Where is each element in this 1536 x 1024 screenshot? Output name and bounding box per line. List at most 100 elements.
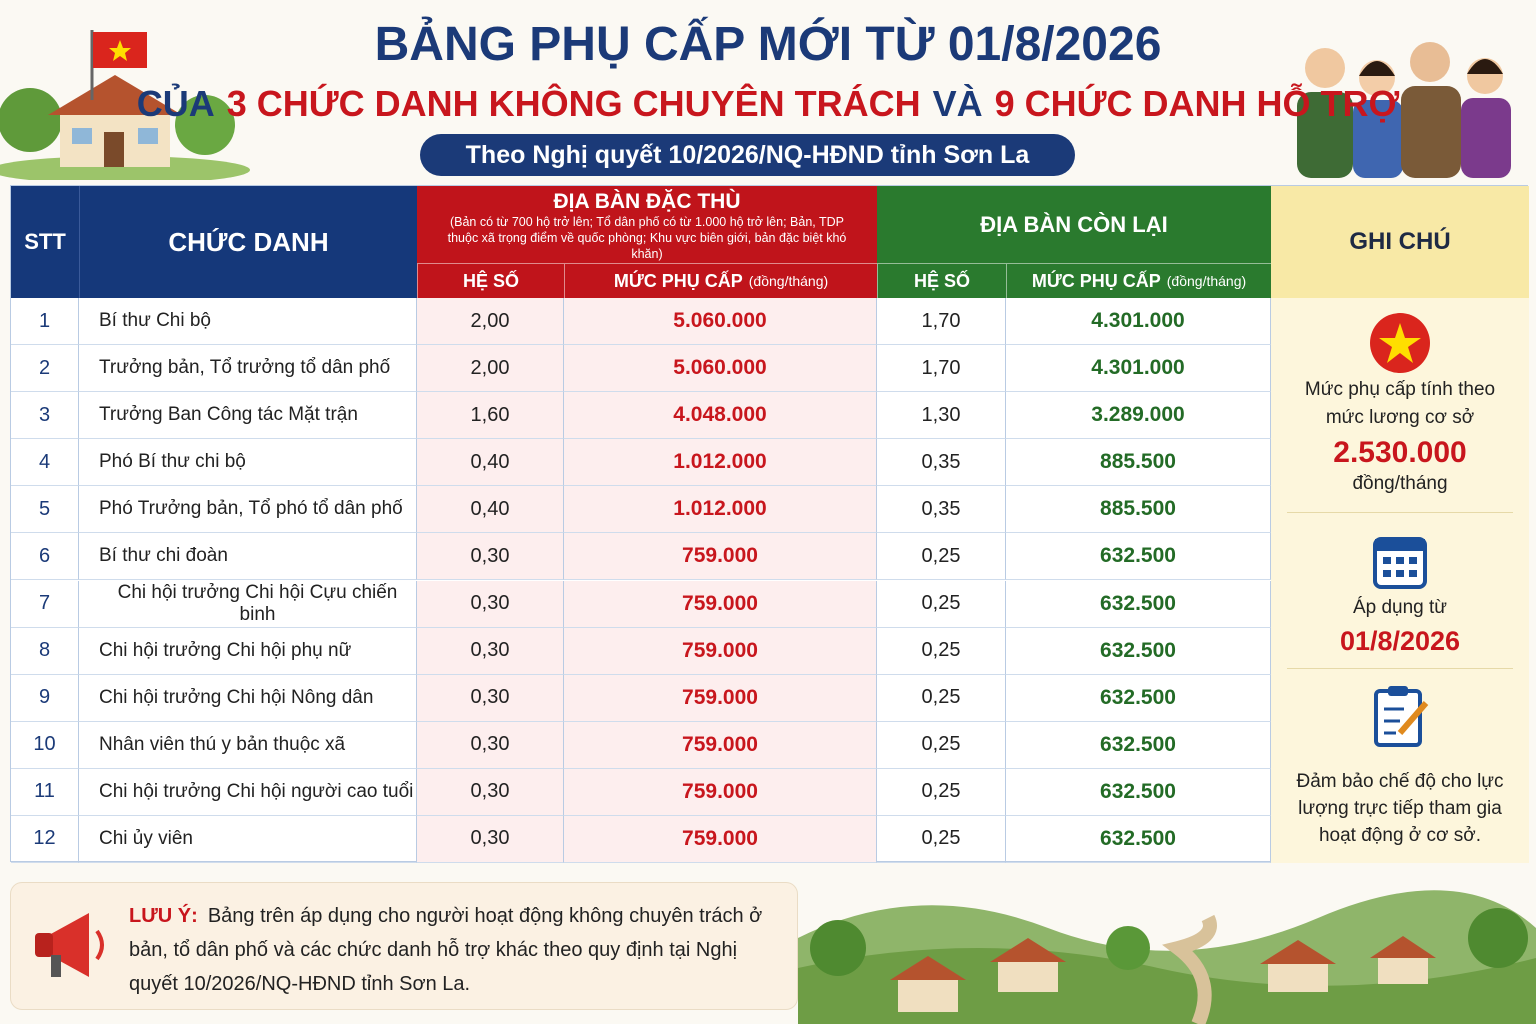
special-amount: 759.000: [564, 768, 877, 816]
special-title: ĐỊA BÀN ĐẶC THÙ: [553, 190, 741, 213]
base-value: 2.530.000: [1333, 436, 1467, 469]
amount-unit: (đồng/tháng): [748, 273, 829, 289]
special-coef: 0,30: [417, 721, 564, 769]
amount-header: MỨC PHỤ CẤP (đồng/tháng): [564, 263, 877, 298]
subtitle-part: 9 CHỨC DANH HỖ TRỢ: [994, 83, 1400, 124]
divider: [1287, 512, 1513, 513]
stt: 2: [11, 345, 79, 393]
effective-date: 01/8/2026: [1339, 625, 1461, 656]
other-coef: 0,35: [877, 439, 1006, 487]
footer-label: LƯU Ý:: [129, 905, 198, 927]
special-amount: 759.000: [564, 627, 877, 675]
other-amount: 632.500: [1006, 721, 1271, 769]
stt: 12: [11, 815, 79, 863]
subtitle-part: VÀ: [932, 83, 983, 124]
stt: 7: [11, 580, 79, 628]
special-amount: 759.000: [564, 580, 877, 628]
other-coef: 0,35: [877, 486, 1006, 534]
other-coef: 0,25: [877, 580, 1006, 628]
other-amount: 885.500: [1006, 486, 1271, 534]
star-icon: [1350, 308, 1450, 378]
other-coef: 0,25: [877, 533, 1006, 581]
other-amount: 3.289.000: [1006, 392, 1271, 440]
special-amount: 759.000: [564, 721, 877, 769]
other-amount: 632.500: [1006, 768, 1271, 816]
position-title: Phó Bí thư chi bộ: [79, 439, 417, 487]
other-amount: 885.500: [1006, 439, 1271, 487]
footer-body: Bảng trên áp dụng cho người hoạt động kh…: [129, 905, 763, 995]
other-amount: 632.500: [1006, 674, 1271, 722]
position-title: Chi hội trưởng Chi hội Cựu chiến binh: [79, 580, 417, 628]
position-title: Bí thư chi đoàn: [79, 533, 417, 581]
special-coef: 0,30: [417, 580, 564, 628]
other-amount: 4.301.000: [1006, 298, 1271, 346]
other-header: ĐỊA BÀN CÒN LẠI: [877, 186, 1271, 263]
other-amount: 632.500: [1006, 580, 1271, 628]
house-illustration: [0, 30, 250, 180]
special-amount: 5.060.000: [564, 298, 877, 346]
amount-label: MỨC PHỤ CẤP: [1031, 270, 1161, 291]
special-coef: 2,00: [417, 298, 564, 346]
stt: 8: [11, 627, 79, 675]
other-amount: 632.500: [1006, 533, 1271, 581]
title: BẢNG PHỤ CẤP MỚI TỪ 01/8/2026: [374, 17, 1162, 71]
position-title: Trưởng bản, Tổ trưởng tổ dân phố: [79, 345, 417, 393]
allowance-table: STT CHỨC DANH ĐỊA BÀN ĐẶC THÙ (Bản có từ 70…: [10, 185, 1529, 863]
notes-header: GHI CHÚ: [1271, 186, 1529, 298]
calendar-icon: [1350, 526, 1450, 596]
subtitle-part: CỦA: [136, 83, 215, 124]
subtitle: CỦA 3 CHỨC DANH KHÔNG CHUYÊN TRÁCH VÀ 9 …: [0, 78, 1536, 130]
position-title: Nhân viên thú y bản thuộc xã: [79, 721, 417, 769]
coef-header: HỆ SỐ: [417, 263, 564, 298]
special-amount: 759.000: [564, 674, 877, 722]
guarantee-text: Đảm bảo chế độ cho lực lượng trực tiếp t…: [1296, 770, 1504, 846]
other-coef: 0,25: [877, 627, 1006, 675]
special-coef: 1,60: [417, 392, 564, 440]
stt: 11: [11, 768, 79, 816]
footer-text: LƯU Ý: Bảng trên áp dụng cho người hoạt đ…: [129, 899, 779, 1001]
special-coef: 2,00: [417, 345, 564, 393]
stt: 10: [11, 721, 79, 769]
amount-unit: (đồng/tháng): [1166, 273, 1247, 289]
megaphone-icon: [35, 913, 104, 977]
footer-note: LƯU Ý: Bảng trên áp dụng cho người hoạt đ…: [10, 882, 798, 1010]
other-amount: 632.500: [1006, 627, 1271, 675]
special-coef: 0,30: [417, 815, 564, 863]
position-title: Trưởng Ban Công tác Mặt trận: [79, 392, 417, 440]
stt: 6: [11, 533, 79, 581]
position-title: Chi hội trưởng Chi hội phụ nữ: [79, 627, 417, 675]
stt: 5: [11, 486, 79, 534]
people-illustration: [1297, 42, 1511, 178]
other-coef: 0,25: [877, 768, 1006, 816]
position-title: Chi ủy viên: [79, 815, 417, 863]
special-coef: 0,40: [417, 486, 564, 534]
title-header: CHỨC DANH: [79, 186, 417, 298]
amount-header: MỨC PHỤ CẤP (đồng/tháng): [1006, 263, 1271, 298]
other-coef: 0,25: [877, 674, 1006, 722]
other-amount: 4.301.000: [1006, 345, 1271, 393]
special-coef: 0,30: [417, 768, 564, 816]
stt-header: STT: [11, 186, 79, 298]
special-coef: 0,30: [417, 627, 564, 675]
special-coef: 0,40: [417, 439, 564, 487]
base-unit: đồng/tháng: [1352, 473, 1448, 494]
landscape-illustration: [798, 890, 1536, 1024]
other-amount: 632.500: [1006, 815, 1271, 863]
base-text: Mức phụ cấp tính theo mức lương cơ sở: [1304, 379, 1496, 428]
stt: 3: [11, 392, 79, 440]
special-coef: 0,30: [417, 674, 564, 722]
position-title: Bí thư Chi bộ: [79, 298, 417, 346]
stt: 9: [11, 674, 79, 722]
amount-label: MỨC PHỤ CẤP: [613, 270, 743, 291]
special-coef: 0,30: [417, 533, 564, 581]
position-title: Phó Trưởng bản, Tổ phó tổ dân phố: [79, 486, 417, 534]
divider: [1287, 668, 1513, 669]
special-amount: 5.060.000: [564, 345, 877, 393]
other-coef: 0,25: [877, 721, 1006, 769]
checklist-icon: [1350, 680, 1450, 750]
special-amount: 4.048.000: [564, 392, 877, 440]
other-coef: 0,25: [877, 815, 1006, 863]
special-note: (Bản có từ 700 hộ trở lên; Tổ dân phố có…: [447, 215, 847, 261]
special-header: ĐỊA BÀN ĐẶC THÙ (Bản có từ 700 hộ trở lên…: [417, 186, 877, 263]
